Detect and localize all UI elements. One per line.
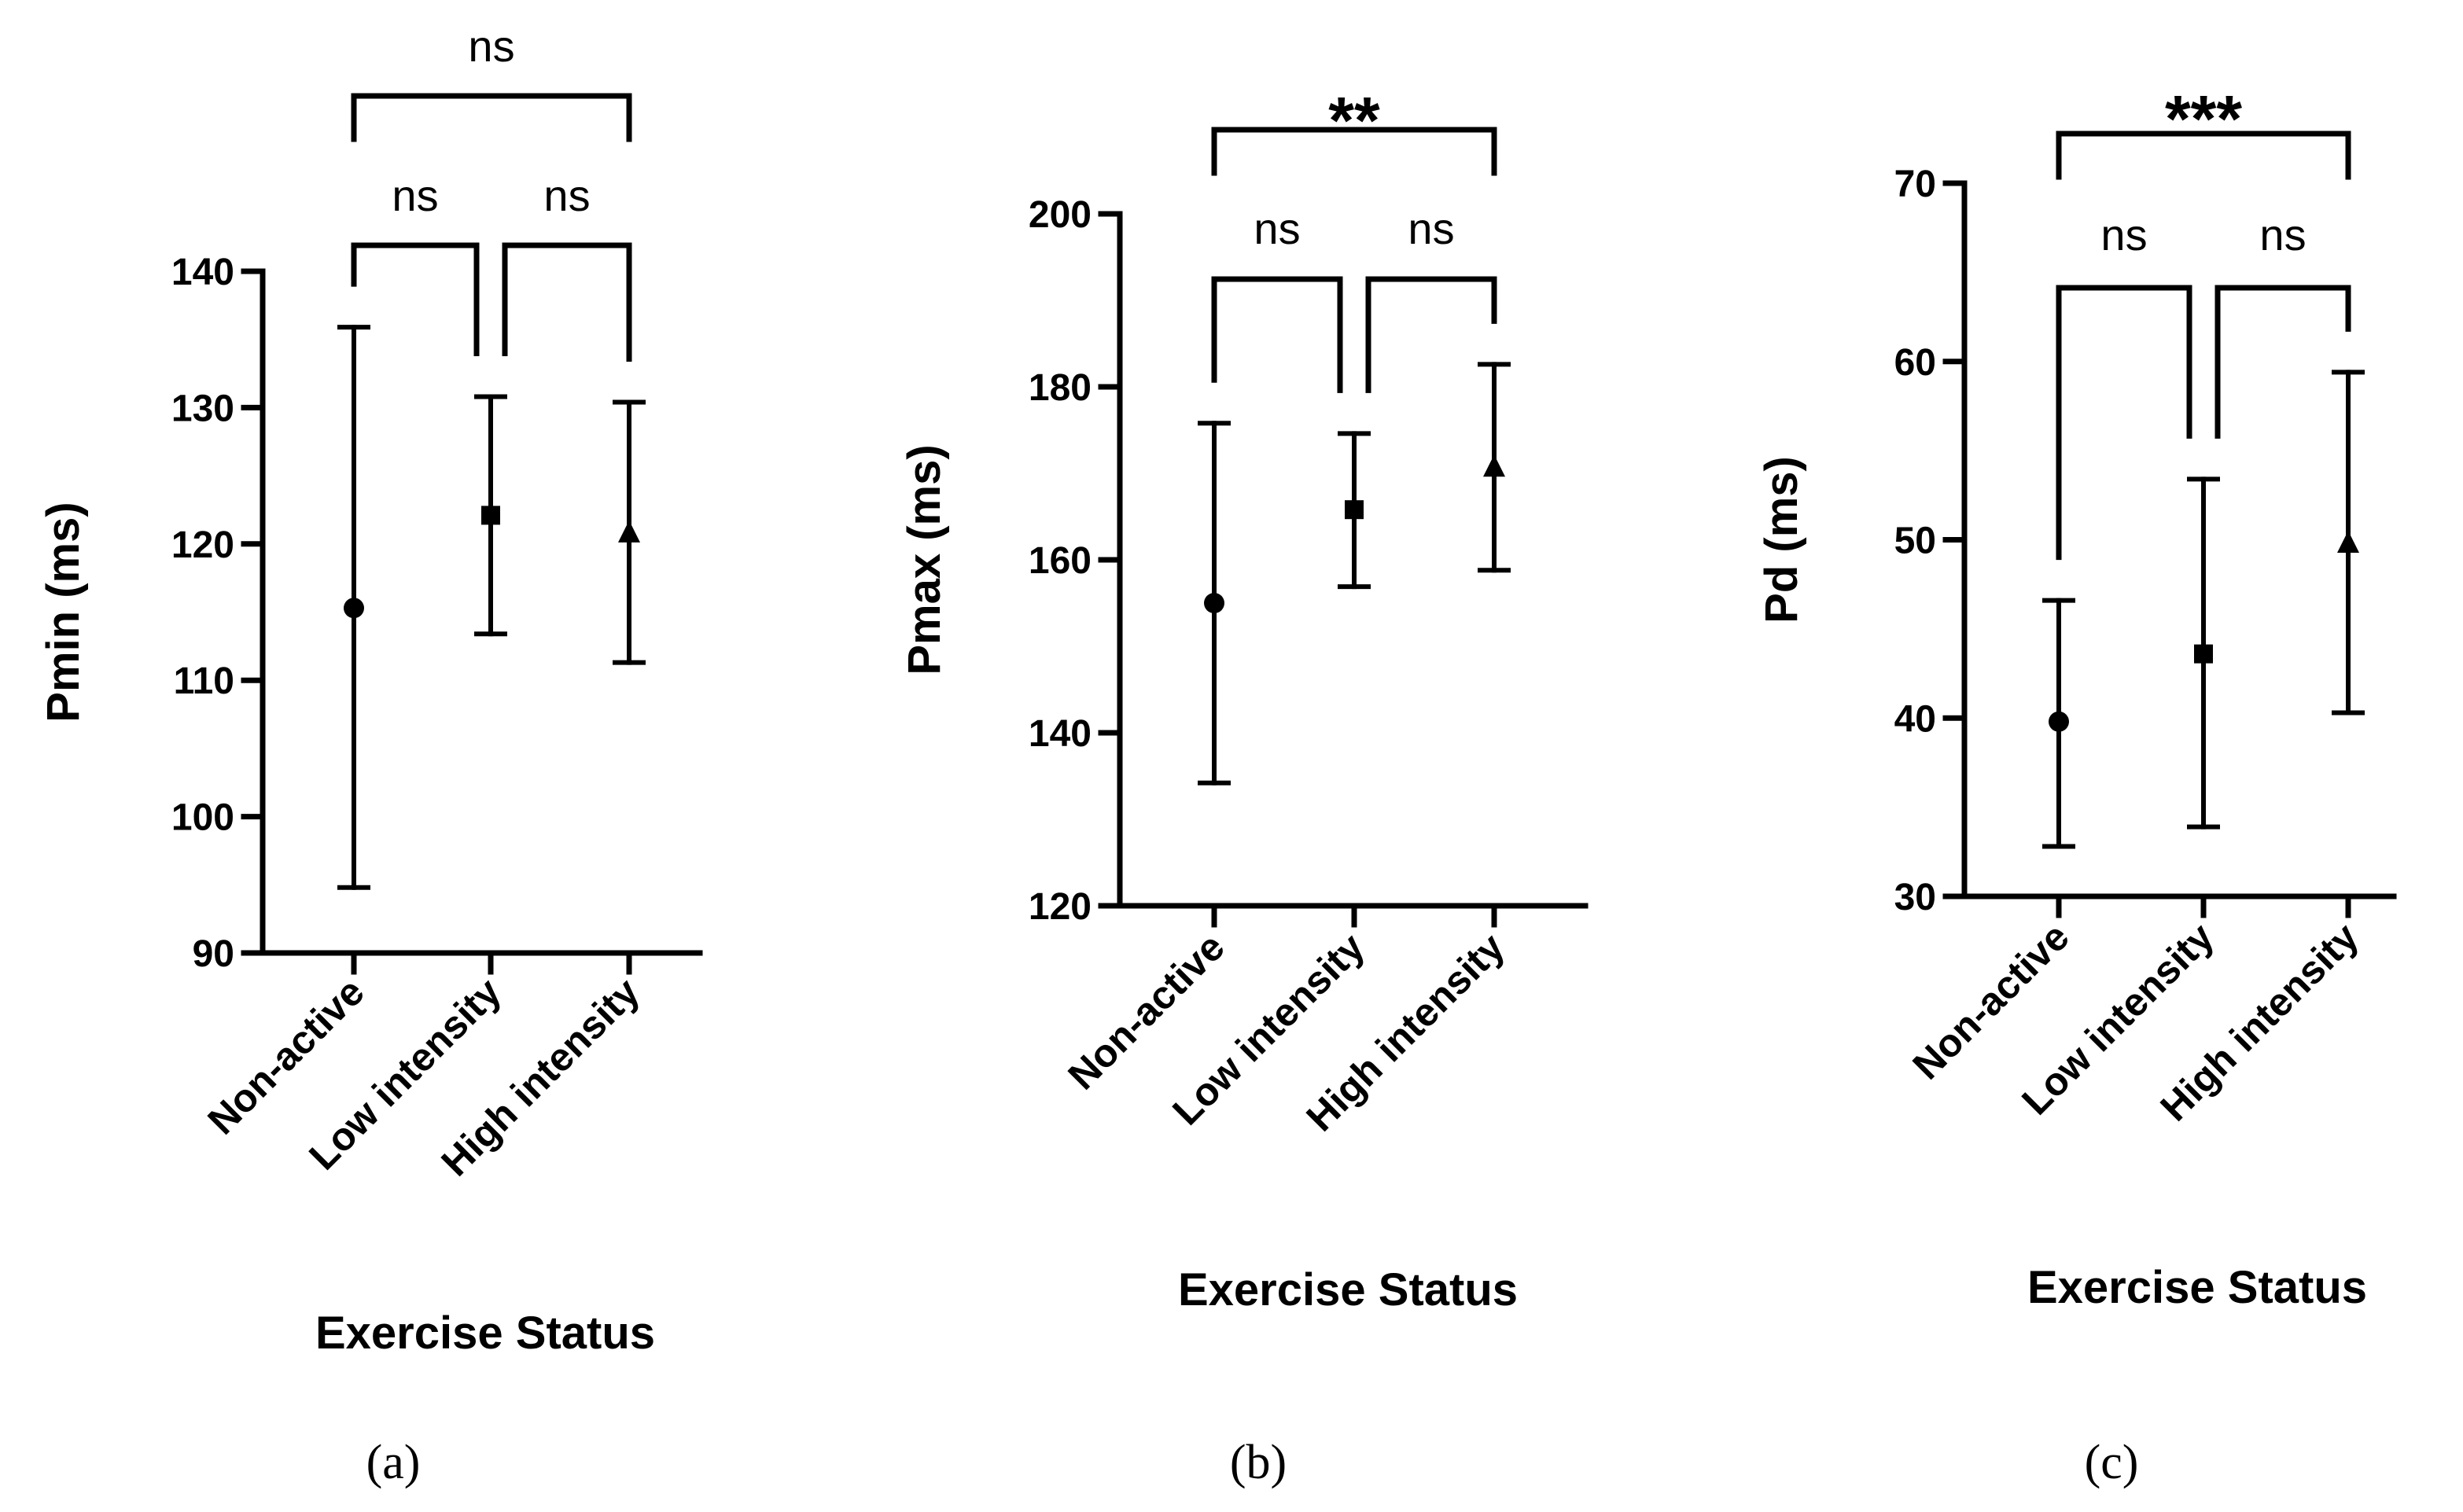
y-tick-label: 140 [171, 252, 234, 293]
y-axis-title: Pmin (ms) [38, 502, 89, 722]
y-tick-label: 120 [1029, 886, 1092, 928]
panel-label: (a) [366, 1436, 421, 1489]
mean-point-square [1345, 500, 1364, 520]
significance-label: ns [1254, 204, 1300, 253]
significance-bracket [2056, 285, 2192, 561]
mean-point-circle [344, 598, 364, 619]
x-axis-title: Exercise Status [315, 1308, 655, 1359]
mean-point-circle [2049, 711, 2069, 732]
significance-bracket [502, 242, 632, 362]
x-axis-title: Exercise Status [1178, 1264, 1518, 1315]
panel-label: (c) [2085, 1436, 2139, 1489]
mean-point-circle [1204, 593, 1224, 613]
y-tick-label: 70 [1894, 164, 1936, 205]
significance-bracket [1211, 127, 1497, 176]
significance-bracket [2214, 285, 2351, 439]
y-tick-label: 200 [1029, 194, 1092, 236]
y-tick-label: 110 [174, 660, 234, 702]
significance-label: ns [2100, 210, 2147, 259]
y-tick-label: 140 [1029, 713, 1092, 755]
panel-label: (b) [1230, 1436, 1287, 1489]
significance-bracket [1211, 276, 1343, 393]
significance-label: ** [1328, 83, 1380, 157]
significance-bracket [351, 242, 480, 357]
y-tick-label: 180 [1029, 367, 1092, 409]
mean-point-square [2194, 644, 2213, 664]
mean-point-triangle [618, 520, 640, 543]
y-axis-title: Pmax (ms) [899, 444, 950, 675]
y-tick-label: 30 [1894, 877, 1936, 918]
y-axis-title: Pd (ms) [1756, 456, 1807, 624]
mean-point-triangle [2337, 531, 2359, 554]
x-axis-title: Exercise Status [2027, 1262, 2367, 1313]
significance-bracket [351, 93, 632, 142]
y-tick-label: 40 [1894, 698, 1936, 740]
y-tick-label: 50 [1894, 521, 1936, 562]
significance-label: ns [543, 171, 590, 220]
significance-label: ns [468, 21, 514, 71]
significance-label: ns [392, 171, 438, 220]
y-tick-label: 130 [171, 388, 234, 429]
mean-point-square [481, 506, 500, 525]
significance-bracket [2056, 131, 2351, 180]
significance-label: *** [2165, 82, 2242, 156]
y-tick-label: 160 [1029, 540, 1092, 582]
significance-label: ns [2259, 210, 2306, 259]
significance-bracket [1365, 276, 1497, 393]
significance-label: ns [1408, 204, 1454, 253]
y-tick-label: 60 [1894, 342, 1936, 384]
mean-point-triangle [1483, 454, 1505, 477]
y-tick-label: 90 [193, 933, 234, 975]
y-tick-label: 100 [171, 797, 234, 839]
y-tick-label: 120 [171, 524, 234, 566]
